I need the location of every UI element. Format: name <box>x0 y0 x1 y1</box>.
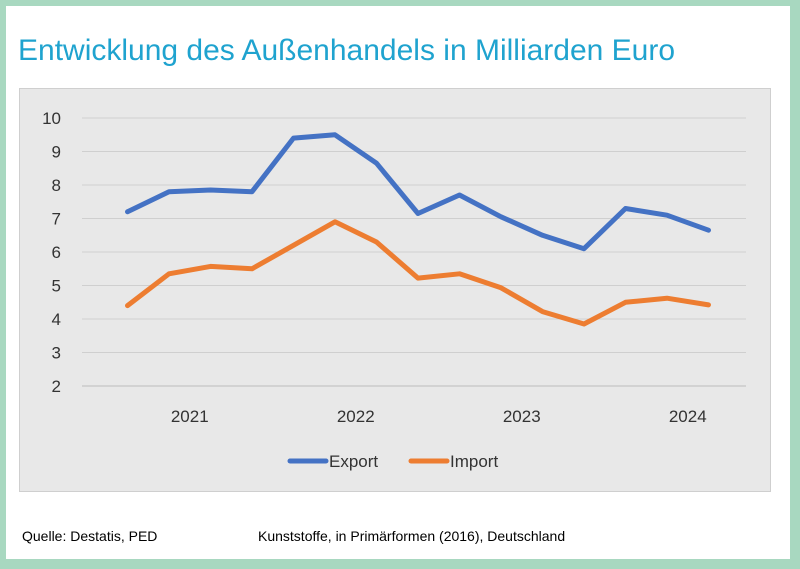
grid-lines <box>82 117 746 387</box>
y-tick-label: 4 <box>52 310 61 329</box>
y-tick-label: 6 <box>52 243 61 262</box>
series-lines <box>125 132 711 327</box>
y-tick-label: 8 <box>52 176 61 195</box>
series-line-import <box>125 219 711 327</box>
x-tick-label: 2022 <box>337 407 375 426</box>
y-tick-label: 10 <box>42 109 61 128</box>
y-tick-label: 2 <box>52 377 61 396</box>
y-axis-ticks: 2 3 4 5 6 7 8 9 10 <box>42 109 61 396</box>
source-note: Quelle: Destatis, PED <box>22 528 158 544</box>
legend: Export Import <box>287 452 498 471</box>
x-tick-label: 2021 <box>171 407 209 426</box>
product-note: Kunststoffe, in Primärformen (2016), Deu… <box>258 528 566 544</box>
chart-title: Entwicklung des Außenhandels in Milliard… <box>18 34 676 67</box>
legend-label-export: Export <box>329 452 378 471</box>
x-axis: 2021 2022 2023 2024 <box>171 407 707 426</box>
y-tick-label: 7 <box>52 210 61 229</box>
y-tick-label: 5 <box>52 277 61 296</box>
x-tick-label: 2024 <box>669 407 707 426</box>
legend-label-import: Import <box>450 452 498 471</box>
y-tick-label: 3 <box>52 344 61 363</box>
x-tick-label: 2023 <box>503 407 541 426</box>
y-tick-label: 9 <box>52 143 61 162</box>
